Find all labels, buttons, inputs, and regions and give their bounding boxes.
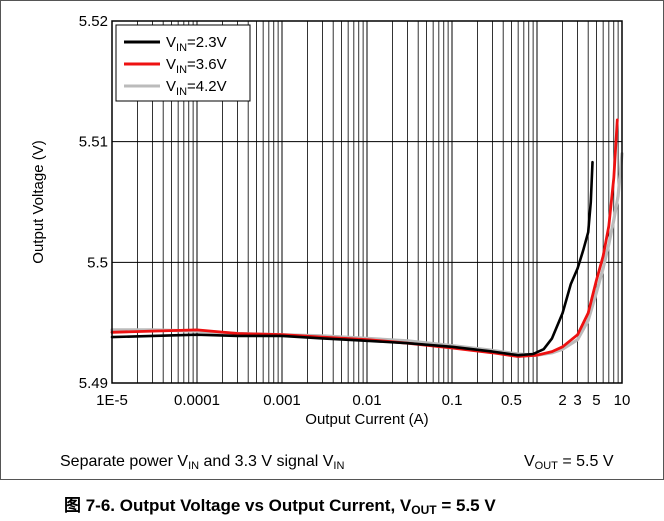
x-tick-label: 0.1: [442, 392, 463, 409]
x-tick-label: 5: [592, 392, 600, 409]
legend-label: VIN=2.3V: [166, 34, 227, 54]
y-tick-label: 5.5: [87, 254, 108, 271]
x-tick-label: 2: [558, 392, 566, 409]
series-line-1: [110, 160, 594, 357]
x-tick-label: 0.0001: [174, 392, 220, 409]
legend-label: VIN=4.2V: [166, 78, 227, 98]
line-chart: 5.49 5.5 5.51 5.52 1E-5 0.0001 0.001 0.01 0.1 0.…: [30, 13, 630, 428]
test-condition-output: VOUT = 5.5 V: [524, 453, 614, 472]
x-tick-label: 0.01: [352, 392, 381, 409]
x-tick-label: 10: [614, 392, 631, 409]
series-line-2: [110, 118, 619, 358]
x-axis-label: Output Current (A): [305, 411, 428, 428]
legend-label: VIN=3.6V: [166, 56, 227, 76]
x-tick-label: 1E-5: [96, 392, 128, 409]
x-tick-label: 3: [573, 392, 581, 409]
x-tick-labels: 1E-5 0.0001 0.001 0.01 0.1 0.5 2 3 5 10: [96, 392, 630, 409]
y-tick-labels: 5.49 5.5 5.51 5.52: [79, 13, 108, 392]
y-tick-label: 5.49: [79, 375, 108, 392]
y-tick-label: 5.52: [79, 13, 108, 30]
y-axis-label: Output Voltage (V): [30, 140, 47, 263]
test-condition-input: Separate power VIN and 3.3 V signal VIN: [60, 453, 345, 472]
y-tick-label: 5.51: [79, 134, 108, 151]
x-tick-label: 0.001: [263, 392, 301, 409]
series-lines: [110, 118, 624, 358]
figure-caption: 图 7-6. Output Voltage vs Output Current,…: [64, 496, 496, 517]
x-tick-label: 0.5: [501, 392, 522, 409]
plot-border: [111, 20, 623, 384]
